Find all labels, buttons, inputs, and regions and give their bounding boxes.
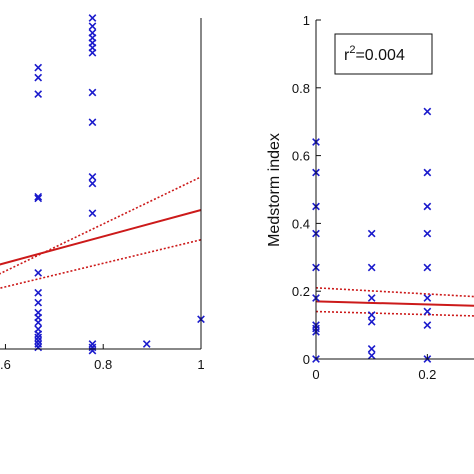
data-point bbox=[423, 294, 432, 302]
regression-line bbox=[0, 209, 202, 266]
data-point bbox=[367, 344, 376, 353]
left-x-ticks: .6 0.8 1 bbox=[0, 344, 205, 372]
y-tick-label: 0.6 bbox=[292, 149, 310, 164]
data-point bbox=[367, 294, 376, 302]
data-point bbox=[423, 168, 432, 177]
data-point bbox=[423, 202, 432, 211]
ci-lower-line bbox=[315, 310, 474, 317]
data-point bbox=[423, 321, 432, 329]
data-point bbox=[88, 209, 97, 218]
data-point bbox=[34, 298, 43, 307]
data-point bbox=[88, 173, 97, 181]
data-point bbox=[34, 192, 43, 201]
ci-upper-line bbox=[0, 176, 202, 275]
x-tick-label: 0.2 bbox=[418, 367, 436, 382]
y-tick-label: 0 bbox=[303, 352, 310, 367]
data-point bbox=[34, 318, 43, 327]
left-panel: .6 0.8 1 bbox=[0, 14, 205, 372]
y-tick-label: 1 bbox=[303, 13, 310, 28]
data-point bbox=[423, 229, 432, 238]
data-point bbox=[367, 317, 376, 326]
data-point bbox=[367, 351, 376, 360]
x-tick-label: 0 bbox=[312, 367, 319, 382]
data-point bbox=[142, 340, 151, 348]
y-tick-label: 0.4 bbox=[292, 216, 310, 231]
right-y-ticks: 0 0.2 0.4 0.6 0.8 1 bbox=[292, 13, 321, 367]
data-point bbox=[88, 88, 97, 97]
x-tick-label: 0.8 bbox=[94, 357, 112, 372]
data-point bbox=[423, 263, 432, 272]
data-point bbox=[34, 288, 43, 297]
x-tick-label: .6 bbox=[0, 357, 11, 372]
left-plot-area bbox=[0, 14, 205, 355]
data-point bbox=[367, 229, 376, 238]
right-x-ticks: 0 0.2 bbox=[312, 354, 436, 382]
y-axis-label: Medstorm index bbox=[266, 133, 283, 247]
regression-line bbox=[315, 300, 474, 307]
ci-lower-line bbox=[0, 238, 202, 289]
r-squared-label: r2=0.004 bbox=[344, 44, 405, 64]
data-point bbox=[34, 343, 43, 352]
right-plot-area bbox=[312, 107, 474, 363]
data-point bbox=[423, 307, 432, 316]
data-point bbox=[34, 63, 43, 72]
data-point bbox=[34, 194, 43, 203]
data-point bbox=[88, 22, 97, 31]
data-point bbox=[88, 48, 97, 57]
x-tick-label: 1 bbox=[197, 357, 204, 372]
y-tick-label: 0.8 bbox=[292, 81, 310, 96]
data-point bbox=[367, 263, 376, 272]
data-point bbox=[34, 269, 43, 277]
y-tick-label: 0.2 bbox=[292, 284, 310, 299]
data-point bbox=[88, 179, 97, 188]
data-point bbox=[34, 90, 43, 98]
data-point bbox=[88, 14, 97, 22]
data-point bbox=[88, 118, 97, 127]
data-point bbox=[367, 311, 376, 319]
data-point bbox=[423, 107, 432, 116]
r-squared-box: r2=0.004 bbox=[334, 33, 433, 75]
data-point bbox=[34, 73, 43, 82]
ci-upper-line bbox=[315, 287, 474, 298]
right-panel: 00.20.40.60.81 0 0.2 Medstorm index r2=0.… bbox=[266, 13, 474, 382]
data-point bbox=[88, 346, 97, 355]
